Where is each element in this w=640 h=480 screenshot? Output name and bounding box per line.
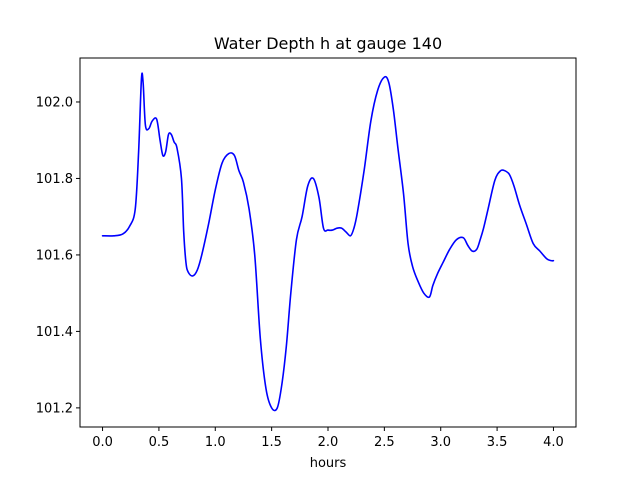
x-tick-label: 0.5 [149,435,170,450]
plot-area [101,72,555,412]
y-tick-label: 101.4 [36,325,73,340]
x-axis: 0.0 0.5 1.0 1.5 2.0 2.5 3.0 3.5 4.0 [92,427,564,450]
x-tick-label: 1.5 [261,435,282,450]
y-tick-label: 101.8 [36,172,73,187]
chart-title: Water Depth h at gauge 140 [214,34,442,53]
x-tick-label: 1.0 [205,435,226,450]
y-axis: 101.2 101.4 101.6 101.8 102.0 [36,95,80,416]
x-tick-label: 3.5 [487,435,508,450]
x-tick-label: 2.0 [318,435,339,450]
x-tick-label: 2.5 [374,435,395,450]
x-tick-label: 4.0 [543,435,564,450]
series-line-0 [101,72,555,412]
y-tick-label: 102.0 [36,95,73,110]
y-tick-label: 101.2 [36,401,73,416]
y-tick-label: 101.6 [36,248,73,263]
x-tick-label: 0.0 [92,435,113,450]
x-axis-label: hours [310,456,347,471]
plot-frame [79,57,577,428]
x-tick-label: 3.0 [430,435,451,450]
